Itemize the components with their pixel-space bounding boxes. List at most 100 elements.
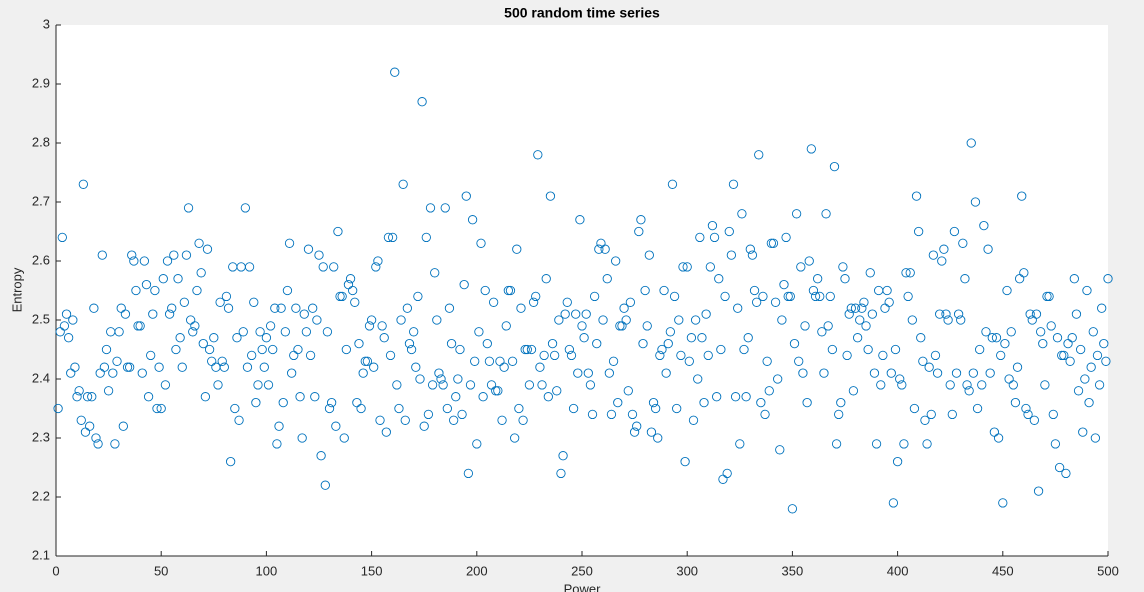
scatter-point	[341, 344, 352, 355]
scatter-point	[1021, 403, 1031, 414]
scatter-point	[909, 403, 920, 414]
scatter-point	[510, 433, 520, 443]
scatter-point	[1006, 327, 1016, 337]
scatter-point	[749, 285, 760, 296]
scatter-point	[1029, 415, 1040, 425]
scatter-point	[360, 356, 370, 366]
scatter-point	[1033, 486, 1044, 496]
scatter-point	[366, 315, 377, 325]
scatter-point	[693, 374, 703, 384]
scatter-point	[1088, 327, 1098, 337]
x-tick-label: 250	[571, 563, 593, 578]
scatter-point	[987, 333, 997, 343]
scatter-point	[265, 321, 276, 331]
scatter-point	[541, 274, 551, 284]
scatter-point	[981, 327, 991, 337]
scatter-point	[524, 380, 535, 390]
scatter-point	[87, 392, 97, 402]
scatter-point	[364, 321, 375, 331]
scatter-point	[358, 368, 368, 378]
scatter-point	[1052, 333, 1063, 343]
scatter-point	[337, 291, 347, 302]
scatter-point	[377, 321, 387, 331]
scatter-point	[825, 291, 835, 302]
scatter-point	[348, 285, 358, 296]
scatter-point	[282, 285, 293, 296]
y-tick-label: 2.4	[32, 370, 50, 385]
scatter-point	[918, 356, 928, 366]
scatter-point	[686, 333, 697, 343]
scatter-point	[1086, 362, 1096, 372]
scatter-point	[204, 344, 215, 355]
scatter-point	[764, 386, 774, 396]
scatter-point	[783, 291, 793, 302]
scatter-point	[796, 262, 806, 272]
scatter-point	[577, 321, 587, 331]
scatter-point	[949, 226, 960, 237]
scatter-point	[1065, 356, 1075, 366]
scatter-point	[684, 356, 694, 366]
scatter-point	[154, 362, 164, 372]
scatter-point	[381, 427, 391, 437]
scatter-point	[777, 315, 787, 325]
scatter-point	[1084, 397, 1094, 408]
scatter-point	[922, 439, 932, 449]
scatter-point	[335, 291, 345, 302]
scatter-point	[263, 380, 274, 390]
scatter-point	[1069, 274, 1079, 284]
scatter-point	[133, 321, 143, 331]
scatter-point	[619, 303, 629, 313]
scatter-point	[680, 456, 690, 467]
scatter-point	[503, 285, 514, 296]
scatter-point	[461, 191, 471, 201]
scatter-point	[1023, 409, 1033, 420]
scatter-point	[320, 480, 330, 490]
scatter-point	[648, 397, 659, 408]
scatter-point	[82, 392, 93, 402]
scatter-point	[310, 392, 320, 402]
scatter-point	[1012, 362, 1023, 372]
scatter-point	[956, 315, 966, 325]
scatter-point	[316, 451, 326, 461]
scatter-point	[766, 238, 777, 248]
scatter-point	[167, 303, 177, 313]
scatter-point	[291, 303, 301, 313]
scatter-point	[114, 327, 124, 337]
scatter-point	[299, 309, 309, 319]
scatter-point	[70, 362, 80, 372]
scatter-point	[244, 262, 255, 272]
scatter-point	[1040, 380, 1050, 390]
scatter-point	[665, 327, 676, 337]
scatter-point	[156, 403, 166, 414]
scatter-point	[394, 403, 404, 414]
scatter-point	[716, 344, 726, 355]
scatter-point	[638, 338, 648, 349]
scatter-point	[770, 297, 781, 307]
scatter-point	[491, 386, 501, 396]
scatter-point	[518, 415, 528, 425]
scatter-point	[779, 279, 789, 290]
scatter-point	[545, 191, 556, 201]
scatter-point	[85, 421, 95, 431]
scatter-point	[939, 244, 949, 254]
y-tick-label: 2.5	[32, 311, 50, 326]
scatter-point	[678, 262, 688, 272]
scatter-point	[993, 433, 1004, 443]
scatter-point	[935, 309, 945, 319]
scatter-point	[400, 415, 410, 425]
scatter-point	[497, 415, 507, 425]
scatter-point	[329, 262, 339, 272]
scatter-point	[103, 386, 114, 396]
scatter-point	[979, 220, 989, 231]
scatter-point	[1092, 350, 1103, 361]
scatter-point	[78, 179, 89, 189]
scatter-point	[345, 274, 356, 284]
x-tick-label: 400	[887, 563, 909, 578]
scatter-point	[972, 403, 983, 414]
scatter-point	[632, 421, 642, 431]
scatter-point	[308, 303, 318, 313]
scatter-point	[1059, 350, 1069, 361]
scatter-point	[613, 397, 623, 408]
scatter-point	[998, 498, 1008, 508]
